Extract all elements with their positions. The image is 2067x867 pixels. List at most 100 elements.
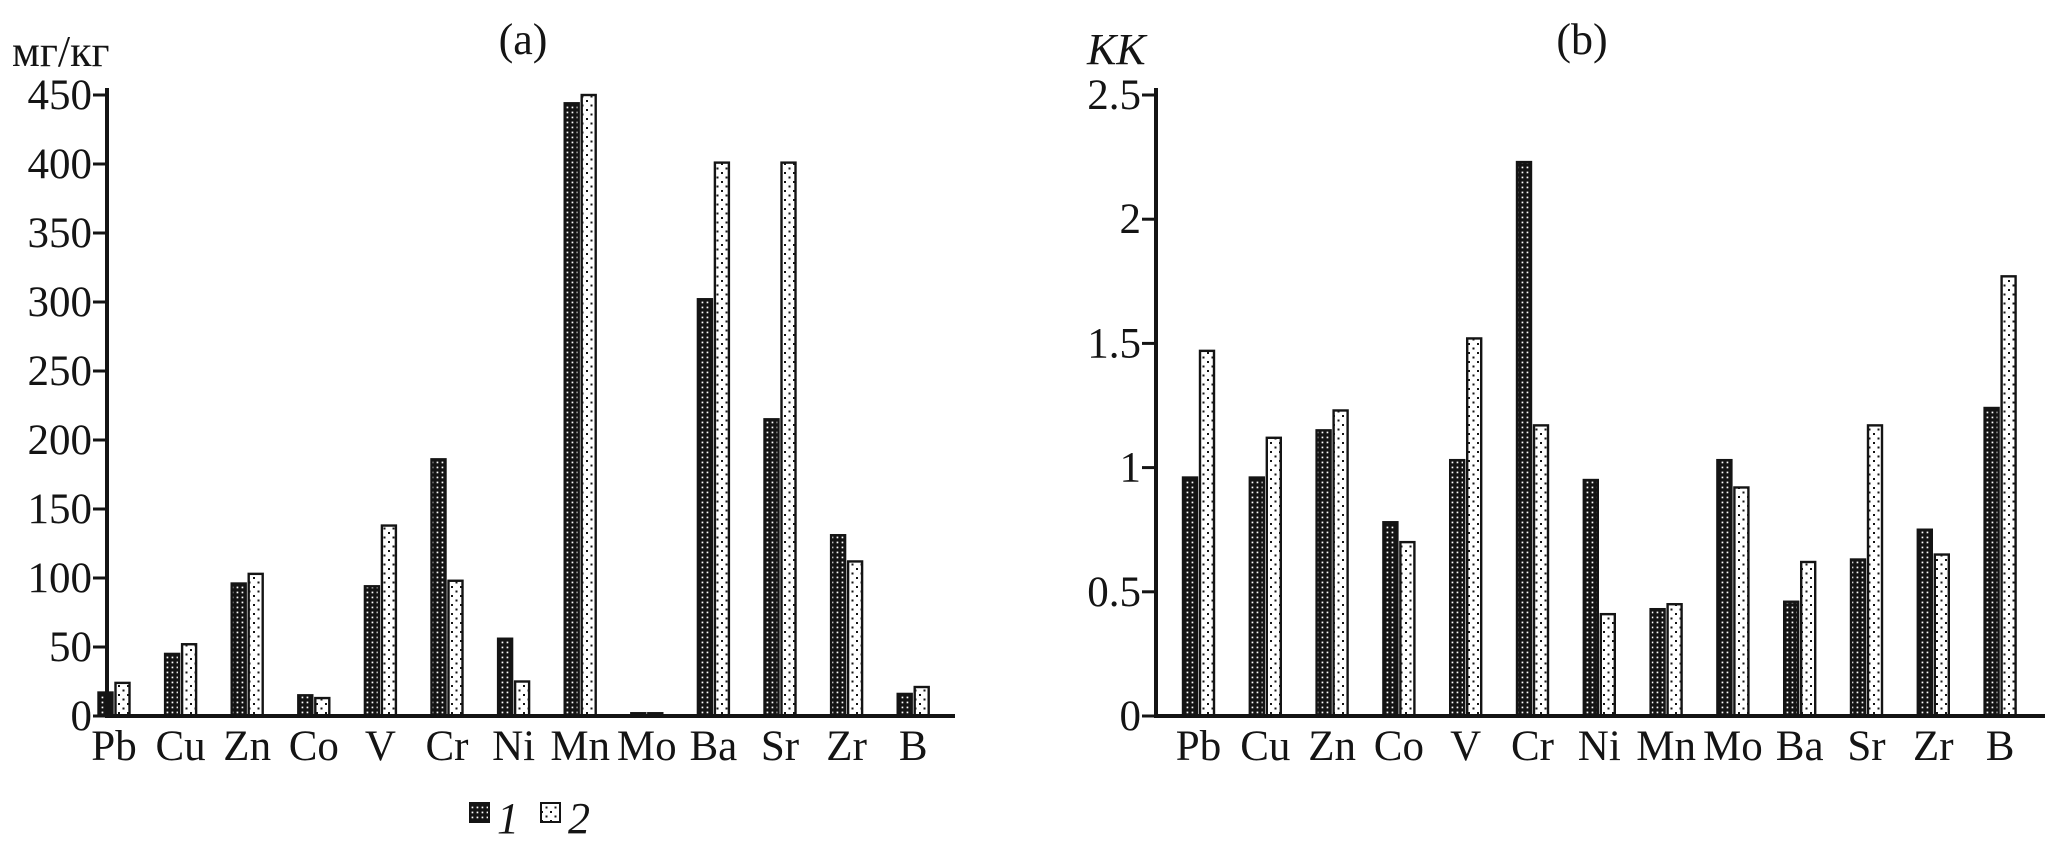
category-label-b-B: B (1986, 723, 2015, 770)
bar-a-Ni-series-2 (513, 680, 531, 718)
bar-a-Ba-series-2 (713, 161, 731, 718)
bar-a-V-series-2 (380, 524, 398, 718)
bar-b-B-series-2 (2000, 275, 2017, 718)
bar-b-Mn-series-2 (1666, 603, 1683, 718)
y-tick-label-a-150: 150 (28, 486, 93, 533)
bar-a-Mn-series-1 (563, 102, 580, 718)
y-tick-label-a-200: 200 (28, 417, 93, 464)
bar-a-Co-series-1 (297, 694, 314, 718)
bar-a-Ba-series-1 (696, 298, 714, 718)
bar-b-Cu-series-1 (1248, 476, 1266, 718)
y-tick-label-a-400: 400 (28, 141, 93, 188)
category-label-b-Co: Co (1374, 723, 1424, 770)
category-label-b-Pb: Pb (1176, 723, 1221, 770)
y-tick-label-a-50: 50 (49, 624, 92, 671)
category-label-a-Pb: Pb (91, 723, 136, 770)
category-label-b-Ba: Ba (1776, 723, 1824, 770)
panel-a-unit-label: мг/кг (12, 27, 110, 76)
y-tick-label-b-1.5: 1.5 (1087, 320, 1141, 367)
y-tick-label-b-2: 2 (1120, 196, 1142, 243)
bar-a-Mn-series-2 (580, 93, 597, 718)
y-tick-label-a-450: 450 (28, 72, 93, 119)
category-label-a-Cr: Cr (426, 723, 469, 770)
bar-b-Cr-series-2 (1532, 424, 1550, 718)
bar-a-B-series-2 (913, 685, 930, 718)
bar-b-Ba-series-1 (1782, 600, 1800, 718)
bar-b-Sr-series-2 (1866, 424, 1884, 718)
legend-label-series-2: 2 (568, 794, 590, 843)
bar-a-Cu-series-2 (180, 643, 198, 718)
panel-b-unit-label: КК (1087, 25, 1146, 74)
bar-a-Sr-series-1 (763, 418, 780, 718)
bar-a-Zn-series-2 (247, 572, 264, 718)
bar-a-V-series-1 (363, 585, 381, 718)
panel-a-title: (a) (498, 15, 548, 64)
category-label-a-Mo: Mo (617, 723, 677, 770)
bar-a-Zr-series-2 (846, 560, 864, 718)
y-tick-label-a-0: 0 (71, 693, 93, 740)
bar-b-Ba-series-2 (1799, 560, 1817, 718)
bar-b-Co-series-1 (1382, 521, 1399, 718)
category-label-b-Mn: Mn (1636, 723, 1696, 770)
category-label-a-Co: Co (289, 723, 339, 770)
category-label-a-V: V (365, 723, 396, 770)
category-label-a-Cu: Cu (156, 723, 206, 770)
bar-a-Zn-series-1 (230, 582, 247, 718)
bar-a-Cr-series-1 (430, 458, 447, 718)
bar-b-V-series-2 (1465, 337, 1483, 718)
category-label-a-Zn: Zn (223, 723, 271, 770)
category-label-b-V: V (1450, 723, 1481, 770)
category-label-b-Ni: Ni (1578, 723, 1621, 770)
bar-b-Mn-series-1 (1649, 607, 1666, 718)
bar-b-B-series-1 (1983, 406, 2000, 718)
bar-b-Mo-series-1 (1716, 458, 1733, 718)
bar-b-Zn-series-2 (1332, 409, 1349, 718)
category-label-b-Sr: Sr (1847, 723, 1885, 770)
bar-b-Pb-series-2 (1198, 349, 1216, 718)
category-label-a-Mn: Mn (550, 723, 610, 770)
category-label-b-Cr: Cr (1511, 723, 1554, 770)
category-label-a-Ba: Ba (690, 723, 738, 770)
bar-b-Zn-series-1 (1315, 429, 1332, 718)
bar-a-B-series-1 (896, 692, 913, 718)
category-label-b-Mo: Mo (1703, 723, 1763, 770)
bar-a-Cu-series-1 (163, 652, 181, 718)
y-tick-label-b-0.5: 0.5 (1087, 569, 1141, 616)
bar-a-Co-series-2 (314, 696, 331, 718)
panel-b-title: (b) (1556, 15, 1608, 64)
bar-b-Sr-series-1 (1849, 558, 1867, 718)
y-tick-label-a-100: 100 (28, 555, 93, 602)
bar-b-Ni-series-2 (1599, 612, 1617, 718)
bar-b-Co-series-2 (1399, 540, 1416, 718)
panel-a-plot: Pb Cu Zn Co V Cr Ni Mn Mo Ba Sr Zr B 0 50 100 150 200 250 3… (28, 72, 955, 770)
bar-b-Pb-series-1 (1181, 476, 1199, 718)
y-tick-label-b-0: 0 (1120, 693, 1142, 740)
category-label-a-Ni: Ni (492, 723, 535, 770)
category-label-b-Cu: Cu (1240, 723, 1290, 770)
legend-swatch-series-2 (540, 802, 561, 823)
bar-a-Pb-series-2 (114, 681, 131, 718)
legend-swatch-series-1 (469, 802, 490, 823)
y-tick-label-a-350: 350 (28, 210, 93, 257)
bar-a-Zr-series-1 (829, 534, 847, 718)
y-tick-label-b-1: 1 (1120, 445, 1142, 492)
panel-b-plot: Pb Cu Zn Co V Cr Ni Mn Mo Ba Sr Zr B 0 0.5 1 1.5 2 2.5 (1087, 72, 2045, 770)
category-label-b-Zr: Zr (1913, 723, 1954, 770)
y-tick-label-a-250: 250 (28, 348, 93, 395)
bar-a-Cr-series-2 (447, 579, 464, 718)
bar-a-Ni-series-1 (496, 637, 514, 718)
category-label-a-B: B (899, 723, 928, 770)
bar-b-Zr-series-1 (1916, 528, 1934, 718)
y-tick-label-a-300: 300 (28, 279, 93, 326)
bar-b-Zr-series-2 (1933, 553, 1951, 718)
y-tick-label-b-2.5: 2.5 (1087, 72, 1141, 119)
bar-b-V-series-1 (1448, 458, 1466, 718)
bar-b-Mo-series-2 (1733, 486, 1750, 718)
bar-b-Cr-series-1 (1515, 160, 1533, 718)
bar-a-Sr-series-2 (780, 161, 797, 718)
category-label-a-Zr: Zr (826, 723, 867, 770)
legend-label-series-1: 1 (497, 794, 519, 843)
